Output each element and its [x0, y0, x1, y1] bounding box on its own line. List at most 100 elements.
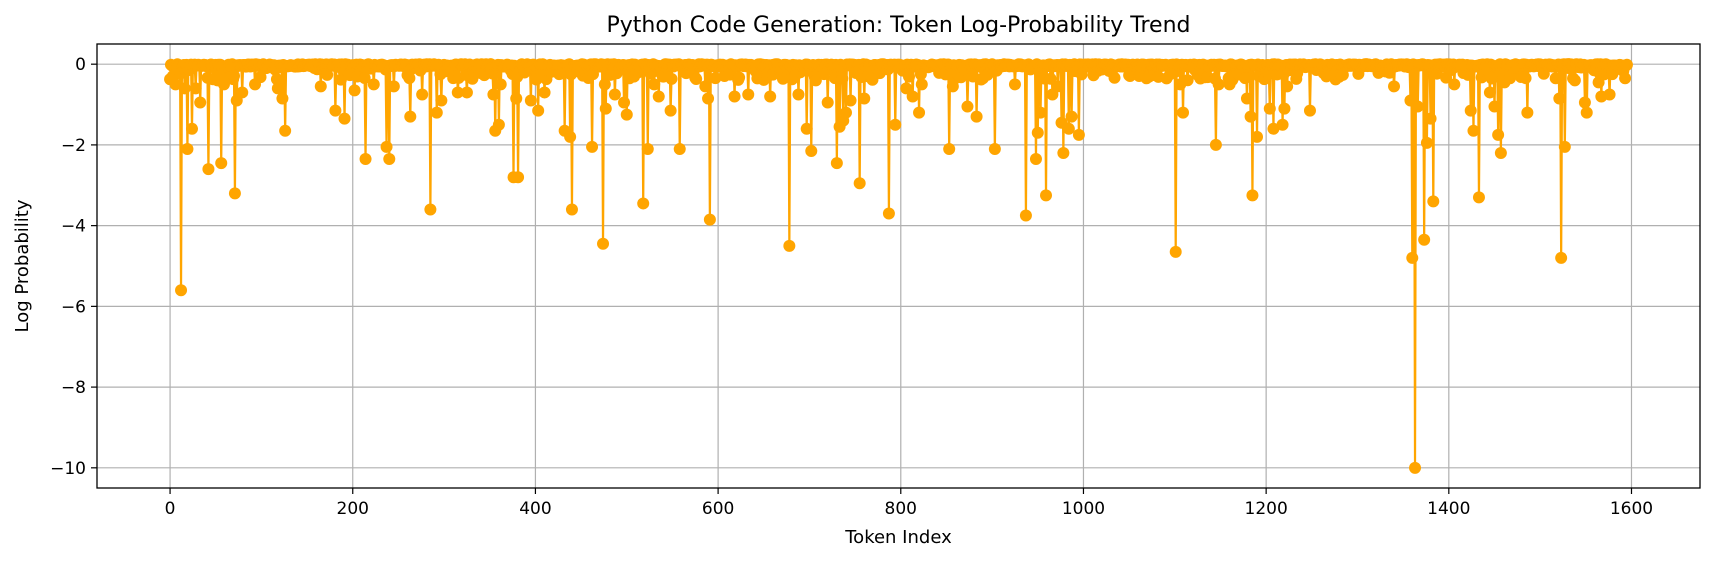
data-point — [321, 68, 334, 81]
x-tick-label: 800 — [885, 499, 917, 519]
data-point — [494, 78, 507, 91]
data-point — [961, 100, 974, 113]
data-point — [915, 78, 928, 91]
data-point — [314, 80, 327, 93]
chart-title: Python Code Generation: Token Log-Probab… — [606, 13, 1190, 38]
data-point — [416, 88, 429, 101]
x-tick-label: 1000 — [1062, 499, 1105, 519]
data-point — [1568, 74, 1581, 87]
data-point — [1244, 110, 1257, 123]
data-point — [988, 142, 1001, 155]
x-tick-label: 1200 — [1245, 499, 1288, 519]
data-point — [1448, 78, 1461, 91]
data-point — [565, 203, 578, 216]
data-point — [185, 122, 198, 135]
data-point — [359, 153, 372, 166]
data-point — [889, 118, 902, 131]
data-point — [460, 86, 473, 99]
data-point — [943, 142, 956, 155]
data-point — [1057, 146, 1070, 159]
data-point — [202, 163, 215, 176]
data-point — [383, 153, 396, 166]
data-point — [1424, 112, 1437, 125]
data-point — [1251, 130, 1264, 143]
data-point — [435, 94, 448, 107]
data-point — [598, 78, 611, 91]
data-point — [597, 237, 610, 250]
data-point — [1472, 191, 1485, 204]
data-point — [809, 74, 822, 87]
data-point — [181, 142, 194, 155]
data-point — [913, 106, 926, 119]
data-point — [215, 157, 228, 170]
data-point — [1603, 88, 1616, 101]
data-point — [524, 94, 537, 107]
data-point — [228, 187, 241, 200]
data-point — [648, 78, 661, 91]
data-point — [970, 110, 983, 123]
data-point — [1409, 461, 1422, 474]
data-point — [348, 84, 361, 97]
data-point — [900, 82, 913, 95]
data-point — [334, 73, 347, 86]
data-point — [664, 104, 677, 117]
data-point — [699, 80, 712, 93]
x-tick-label: 600 — [702, 499, 734, 519]
data-point — [1580, 106, 1593, 119]
series-token-logprob — [164, 58, 1633, 474]
data-point — [776, 72, 789, 85]
data-point — [1619, 72, 1632, 85]
data-point — [387, 80, 400, 93]
y-tick-label: −10 — [50, 459, 86, 479]
data-point — [853, 177, 866, 190]
data-point — [487, 88, 500, 101]
data-point — [1044, 72, 1057, 85]
data-point — [805, 144, 818, 157]
data-point — [329, 104, 342, 117]
data-point — [1519, 72, 1532, 85]
data-point — [1239, 72, 1252, 85]
y-tick-label: −2 — [61, 136, 86, 156]
data-point — [702, 92, 715, 105]
data-point — [538, 86, 551, 99]
y-axis-title: Log Probability — [12, 199, 33, 332]
data-point — [821, 96, 834, 109]
data-point — [800, 122, 813, 135]
data-point — [733, 71, 746, 84]
data-point — [665, 72, 678, 85]
data-point — [742, 88, 755, 101]
data-point — [404, 110, 417, 123]
data-point — [1411, 100, 1424, 113]
data-point — [906, 90, 919, 103]
data-point — [844, 94, 857, 107]
data-point — [1488, 100, 1501, 113]
data-point — [380, 140, 393, 153]
data-point — [1388, 80, 1401, 93]
data-point — [1303, 104, 1316, 117]
data-point — [532, 104, 545, 117]
data-point — [839, 106, 852, 119]
data-point — [1467, 124, 1480, 137]
y-tick-label: −8 — [61, 378, 86, 398]
data-point — [783, 239, 796, 252]
data-point — [764, 90, 777, 103]
data-point — [1492, 128, 1505, 141]
data-point — [492, 118, 505, 131]
data-point — [1483, 86, 1496, 99]
data-point — [1549, 72, 1562, 85]
data-point — [451, 86, 464, 99]
data-point — [1065, 110, 1078, 123]
data-point — [1281, 80, 1294, 93]
data-point — [236, 86, 249, 99]
data-point — [1246, 189, 1259, 202]
y-tick-label: −4 — [61, 217, 86, 237]
data-point — [1040, 189, 1053, 202]
data-point — [1464, 104, 1477, 117]
y-tick-label: −6 — [61, 297, 86, 317]
data-point — [254, 71, 267, 84]
data-point — [1578, 96, 1591, 109]
data-point — [637, 197, 650, 210]
data-point — [882, 207, 895, 220]
data-point — [618, 96, 631, 109]
